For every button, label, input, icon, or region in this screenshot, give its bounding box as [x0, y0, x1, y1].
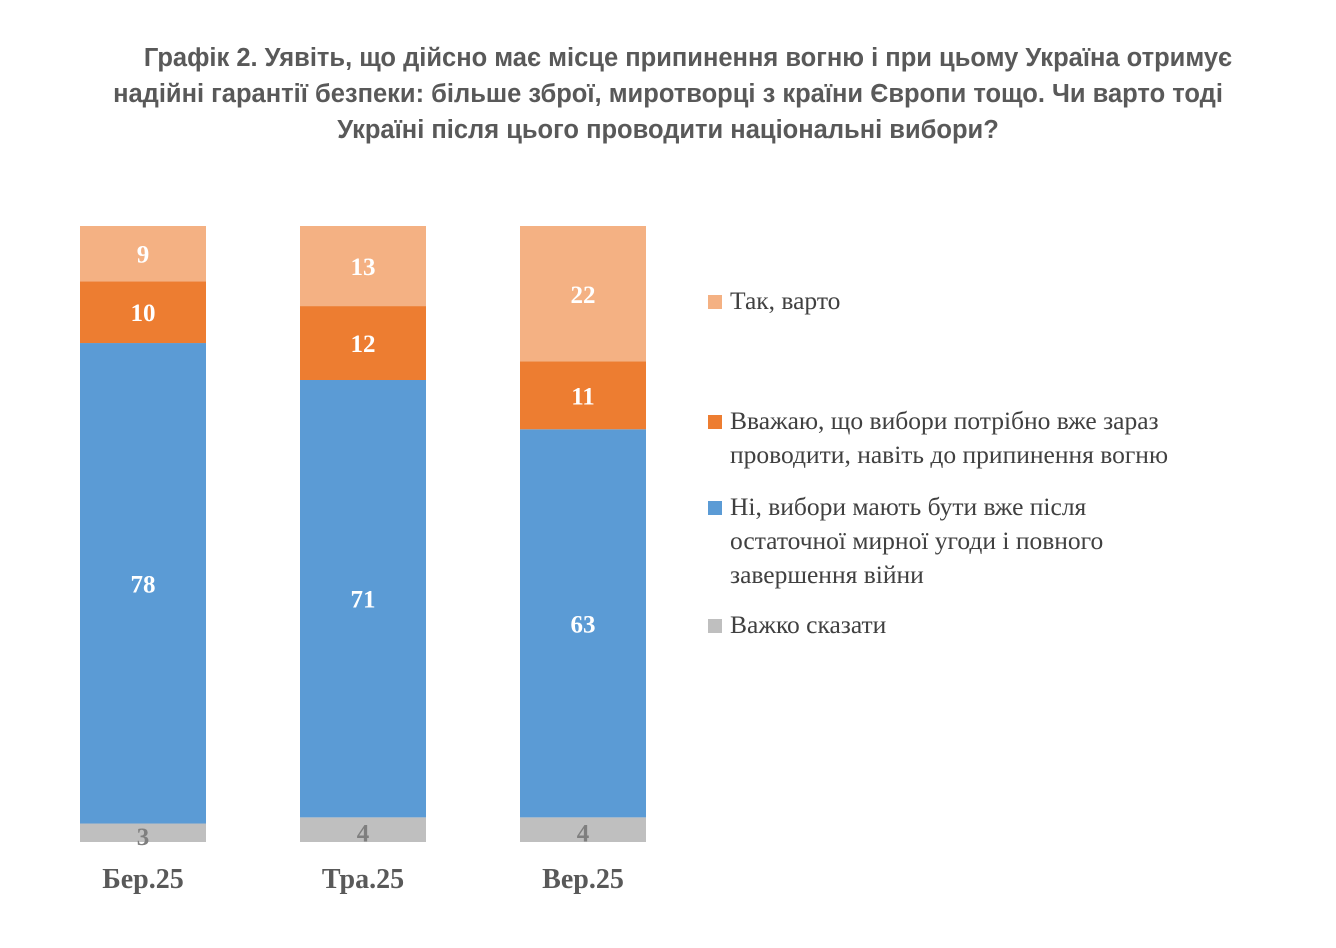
category-label-3: Вер.25 [542, 864, 624, 895]
bar-segment-yes-1 [80, 226, 206, 282]
bar-segment-now-1 [80, 281, 206, 344]
data-label-now-3: 11 [571, 383, 595, 410]
legend-swatch-hard [708, 619, 722, 633]
data-label-hard-2: 4 [357, 821, 370, 848]
category-label-2: Тра.25 [322, 864, 404, 895]
legend-label-hard: Важко сказати [730, 610, 887, 639]
legend-swatch-yes [708, 295, 722, 309]
legend-item-now: Вважаю, що вибори потрібно вже зараз про… [708, 404, 1308, 469]
bar-segment-yes-2 [300, 226, 426, 307]
title-line-1: Графік 2. Уявіть, що дійсно має місце пр… [143, 44, 1233, 72]
data-label-yes-2: 13 [351, 254, 376, 281]
bar-segment-no-3 [520, 429, 646, 818]
data-label-hard-3: 4 [577, 821, 590, 848]
data-label-no-2: 71 [351, 587, 376, 614]
legend-item-yes: Так, варто [708, 284, 1308, 332]
data-label-now-1: 10 [131, 300, 156, 327]
bar-segment-hard-2 [300, 817, 426, 842]
data-label-now-2: 12 [351, 331, 376, 358]
chart-legend: Так, варто Вважаю, що вибори потрібно вж… [708, 284, 1308, 642]
bar-segment-yes-3 [520, 226, 646, 362]
bar-segment-no-2 [300, 380, 426, 818]
data-label-yes-1: 9 [137, 242, 150, 269]
legend-swatch-now [708, 415, 722, 429]
data-label-no-3: 63 [571, 611, 596, 638]
chart-title: Графік 2. Уявіть, що дійсно має місце пр… [40, 40, 1296, 148]
legend-label-no: Ні, вибори мають бути вже після остаточн… [730, 492, 1104, 589]
legend-label-yes: Так, варто [730, 286, 841, 315]
bar-segment-hard-1 [80, 823, 206, 842]
data-label-hard-1: 3 [137, 824, 150, 851]
bar-segment-no-1 [80, 343, 206, 824]
legend-item-no: Ні, вибори мають бути вже після остаточн… [708, 490, 1308, 592]
bar-segment-now-2 [300, 306, 426, 380]
legend-swatch-no [708, 501, 722, 515]
bar-segment-now-3 [520, 361, 646, 430]
title-line-3: Україні після цього проводити національн… [337, 116, 999, 144]
bar-segment-hard-3 [520, 817, 646, 842]
legend-item-hard: Важко сказати [708, 608, 1308, 642]
data-label-no-1: 78 [131, 571, 156, 598]
title-line-2: надійні гарантії безпеки: більше зброї, … [113, 80, 1223, 108]
category-label-1: Бер.25 [102, 864, 184, 895]
legend-label-now: Вважаю, що вибори потрібно вже зараз про… [730, 406, 1168, 469]
data-label-yes-3: 22 [571, 282, 596, 309]
